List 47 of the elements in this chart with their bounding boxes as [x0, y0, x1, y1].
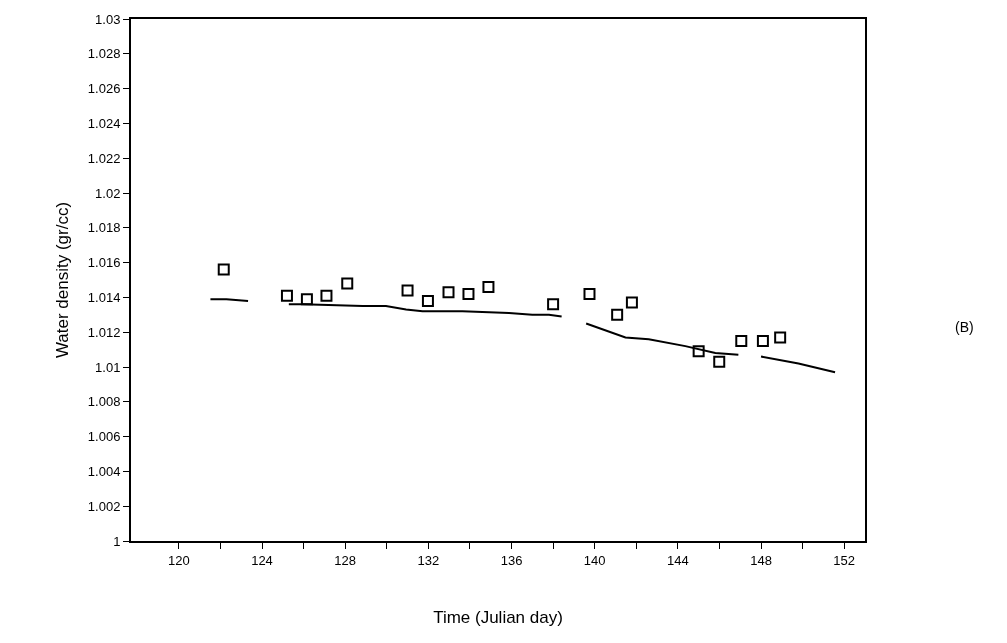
point	[692, 345, 705, 358]
point	[401, 284, 414, 297]
point	[280, 289, 293, 302]
point	[442, 286, 455, 299]
y-tick-label: 1.016	[87, 255, 121, 271]
x-tick-label: 120	[167, 552, 190, 568]
x-tick-label: 128	[334, 552, 357, 568]
point	[735, 334, 748, 347]
y-tick-label: 1.018	[87, 220, 121, 236]
point	[320, 289, 333, 302]
x-tick-label: 136	[500, 552, 523, 568]
y-tick-label: 1.02	[95, 185, 121, 201]
y-tick-label: 1.006	[87, 429, 121, 445]
y-tick-label: 1.026	[87, 81, 121, 97]
y-tick-label: 1.004	[87, 463, 121, 479]
x-tick-label: 144	[667, 552, 689, 568]
y-tick-label: 1.028	[87, 46, 121, 62]
x-tick-label: 152	[833, 552, 856, 568]
x-tick-label: 140	[583, 552, 606, 568]
point	[774, 331, 787, 344]
point	[300, 293, 313, 306]
y-tick-label: 1	[113, 533, 121, 549]
y-tick-label: 1.01	[95, 359, 121, 375]
point	[217, 263, 230, 276]
y-axis-title: Water density (gr/cc)	[52, 201, 72, 359]
point	[341, 277, 354, 290]
point	[482, 280, 495, 293]
y-tick-label: 1.022	[87, 150, 121, 166]
point	[547, 298, 560, 311]
point	[625, 296, 638, 309]
y-tick-label: 1.024	[87, 115, 121, 131]
x-tick-label: 132	[417, 552, 440, 568]
y-tick-label: 1.03	[95, 11, 121, 27]
x-tick-label: 148	[750, 552, 772, 568]
point	[583, 287, 596, 300]
point	[713, 355, 726, 368]
y-tick-label: 1.014	[87, 289, 121, 305]
x-axis-title: Time (Julian day)	[433, 608, 563, 628]
point	[462, 287, 475, 300]
y-tick-label: 1.012	[87, 324, 121, 340]
text: (B)	[955, 319, 974, 335]
x-tick-label: 124	[251, 552, 273, 568]
point	[611, 308, 624, 321]
point	[756, 334, 769, 347]
point	[421, 294, 434, 307]
y-tick-label: 1.008	[87, 394, 121, 410]
y-tick-label: 1.002	[87, 498, 121, 514]
